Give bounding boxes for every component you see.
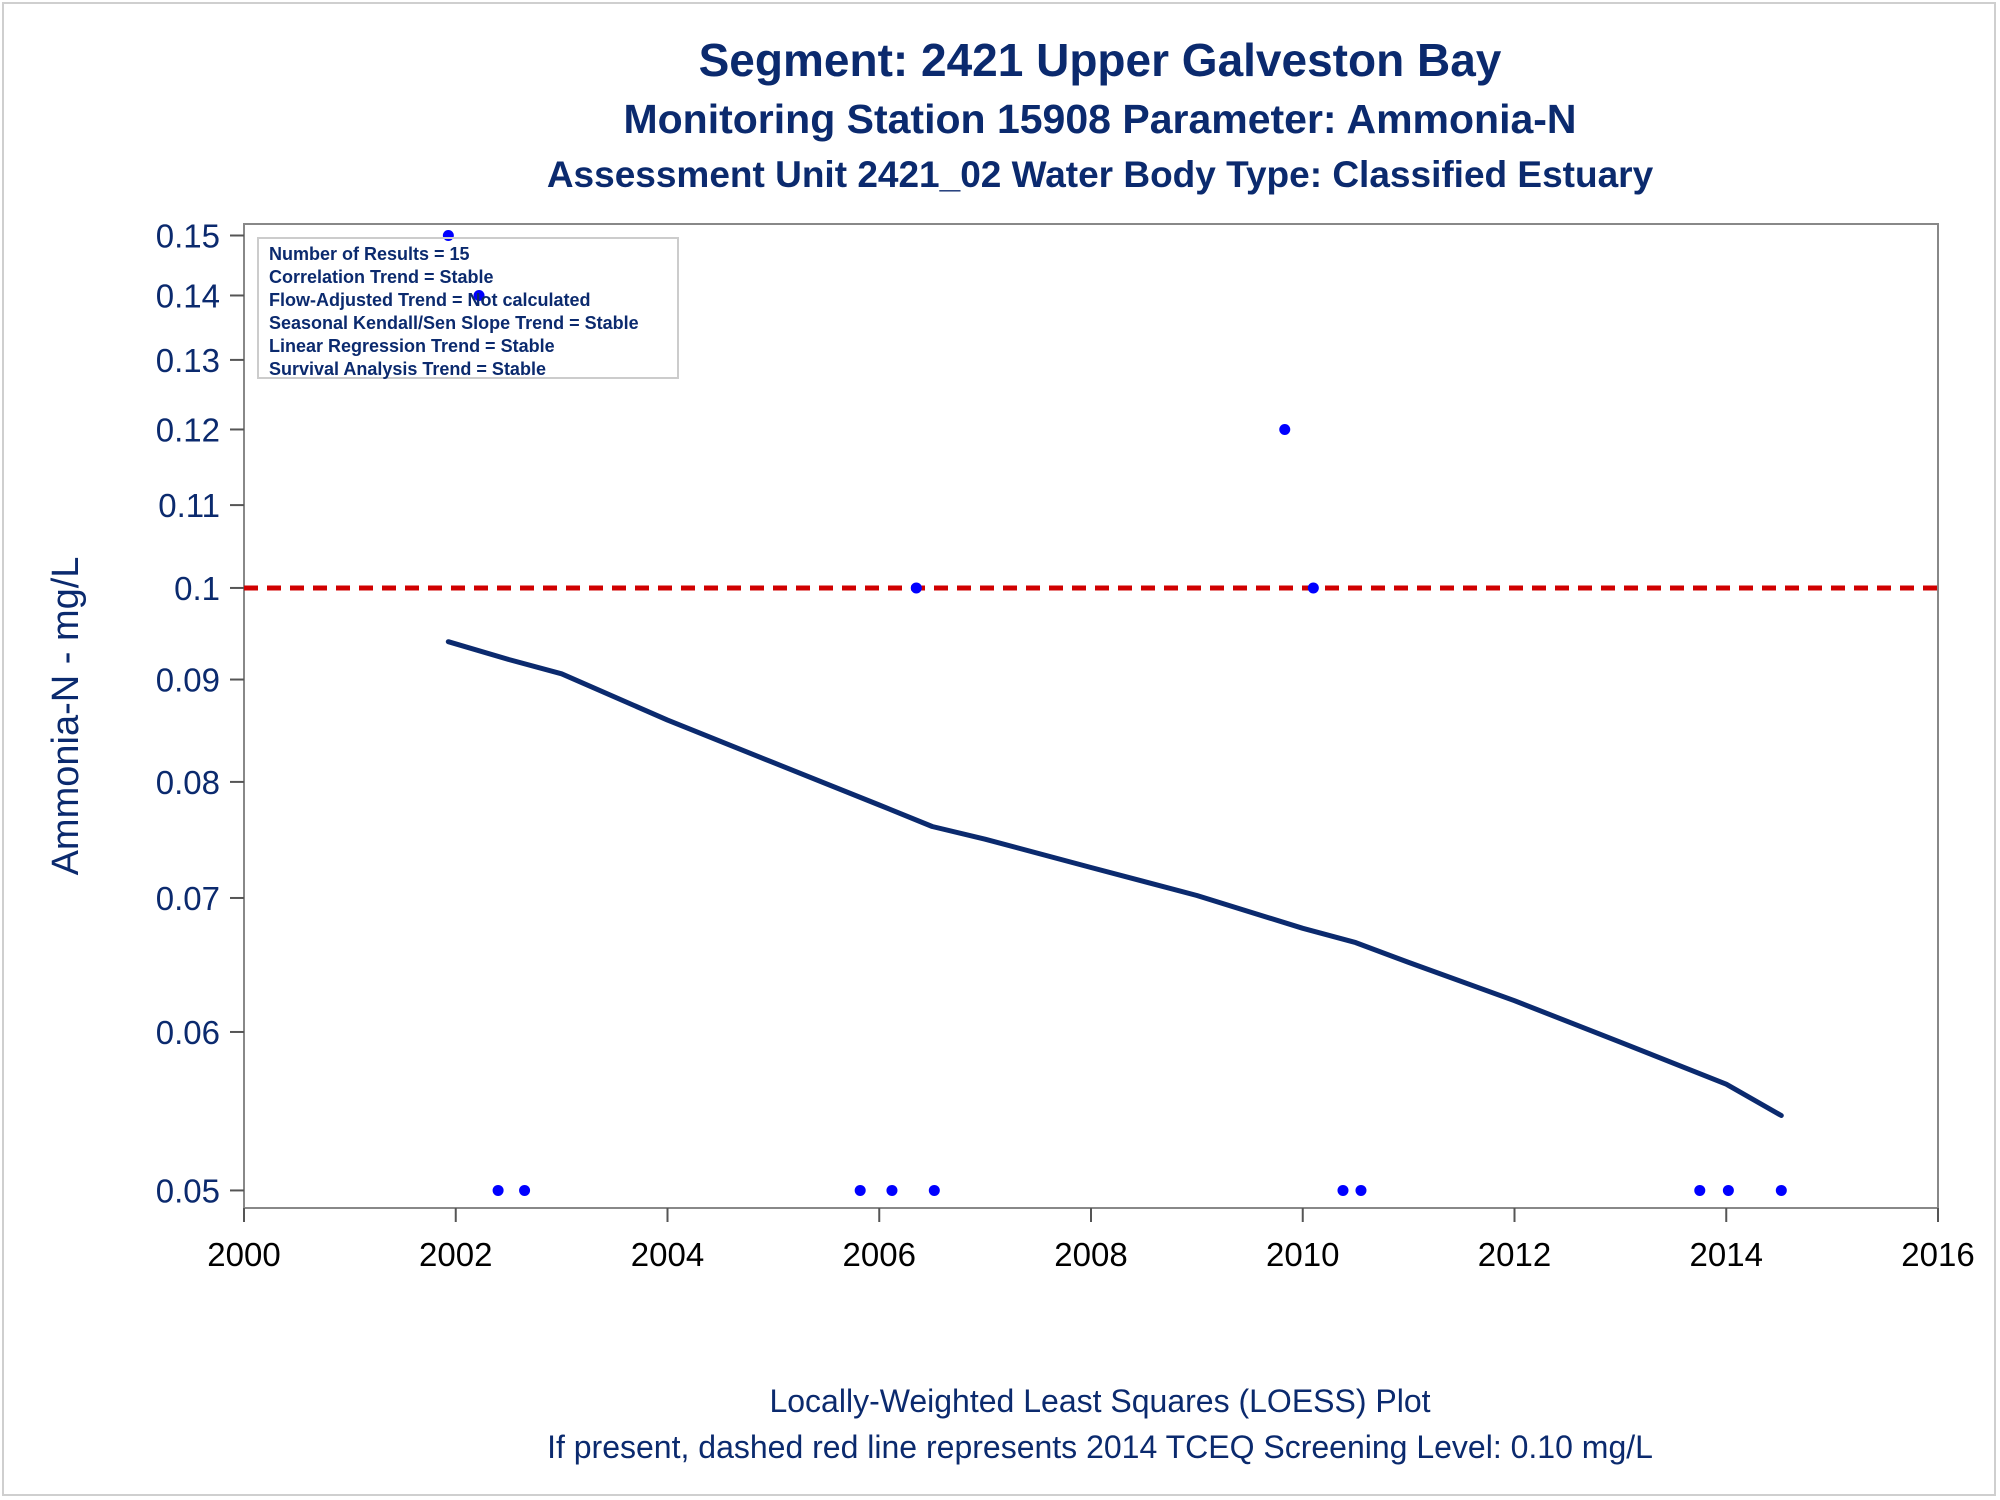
chart-subtitle: Monitoring Station 15908 Parameter: Ammo…	[623, 96, 1577, 142]
footnote-loess: Locally-Weighted Least Squares (LOESS) P…	[769, 1383, 1431, 1419]
x-tick-label: 2012	[1478, 1236, 1551, 1273]
data-point	[519, 1184, 531, 1196]
x-tick-label: 2014	[1690, 1236, 1763, 1273]
y-tick-label: 0.11	[158, 487, 220, 524]
y-tick-label: 0.06	[156, 1014, 220, 1051]
trend-summary-line: Survival Analysis Trend = Stable	[269, 359, 546, 379]
data-point	[1775, 1184, 1787, 1196]
data-point	[928, 1184, 940, 1196]
x-tick-label: 2004	[631, 1236, 704, 1273]
y-tick-label: 0.1	[174, 570, 220, 607]
data-point	[1694, 1184, 1706, 1196]
data-point	[1307, 582, 1319, 594]
x-tick-label: 2002	[419, 1236, 492, 1273]
y-tick-label: 0.13	[156, 342, 220, 379]
y-tick-label: 0.07	[156, 880, 220, 917]
chart-subtitle-2: Assessment Unit 2421_02 Water Body Type:…	[546, 154, 1654, 195]
data-point	[492, 1184, 504, 1196]
chart-title: Segment: 2421 Upper Galveston Bay	[698, 34, 1502, 86]
data-point	[1337, 1184, 1349, 1196]
data-point	[1279, 423, 1291, 435]
trend-summary-line: Flow-Adjusted Trend = Not calculated	[269, 290, 591, 310]
trend-summary-box	[257, 237, 679, 379]
data-point	[442, 230, 454, 242]
x-tick-label: 2016	[1901, 1236, 1974, 1273]
x-tick-label: 2008	[1054, 1236, 1127, 1273]
data-point	[854, 1184, 866, 1196]
y-axis-label: Ammonia-N - mg/L	[45, 557, 87, 876]
footnote-screening-level: If present, dashed red line represents 2…	[547, 1429, 1653, 1465]
trend-summary-line: Linear Regression Trend = Stable	[269, 336, 555, 356]
trend-summary-line: Number of Results = 15	[269, 244, 470, 264]
data-point	[886, 1184, 898, 1196]
trend-summary-line: Correlation Trend = Stable	[269, 267, 494, 287]
chart-titles: Segment: 2421 Upper Galveston Bay Monito…	[430, 30, 1770, 202]
y-tick-label: 0.12	[156, 411, 220, 448]
y-tick-label: 0.15	[156, 218, 220, 255]
data-point	[1722, 1184, 1734, 1196]
x-tick-label: 2000	[207, 1236, 280, 1273]
y-tick-label: 0.09	[156, 662, 220, 699]
y-tick-label: 0.05	[156, 1172, 220, 1209]
trend-summary-line: Seasonal Kendall/Sen Slope Trend = Stabl…	[269, 313, 639, 333]
data-point	[473, 289, 485, 301]
x-tick-label: 2006	[843, 1236, 916, 1273]
data-point	[1355, 1184, 1367, 1196]
data-point	[910, 582, 922, 594]
x-tick-label: 2010	[1266, 1236, 1339, 1273]
y-tick-label: 0.08	[156, 764, 220, 801]
chart-footnotes: Locally-Weighted Least Squares (LOESS) P…	[430, 1378, 1770, 1470]
loess-curve	[445, 639, 1784, 1118]
y-tick-label: 0.14	[156, 277, 220, 314]
